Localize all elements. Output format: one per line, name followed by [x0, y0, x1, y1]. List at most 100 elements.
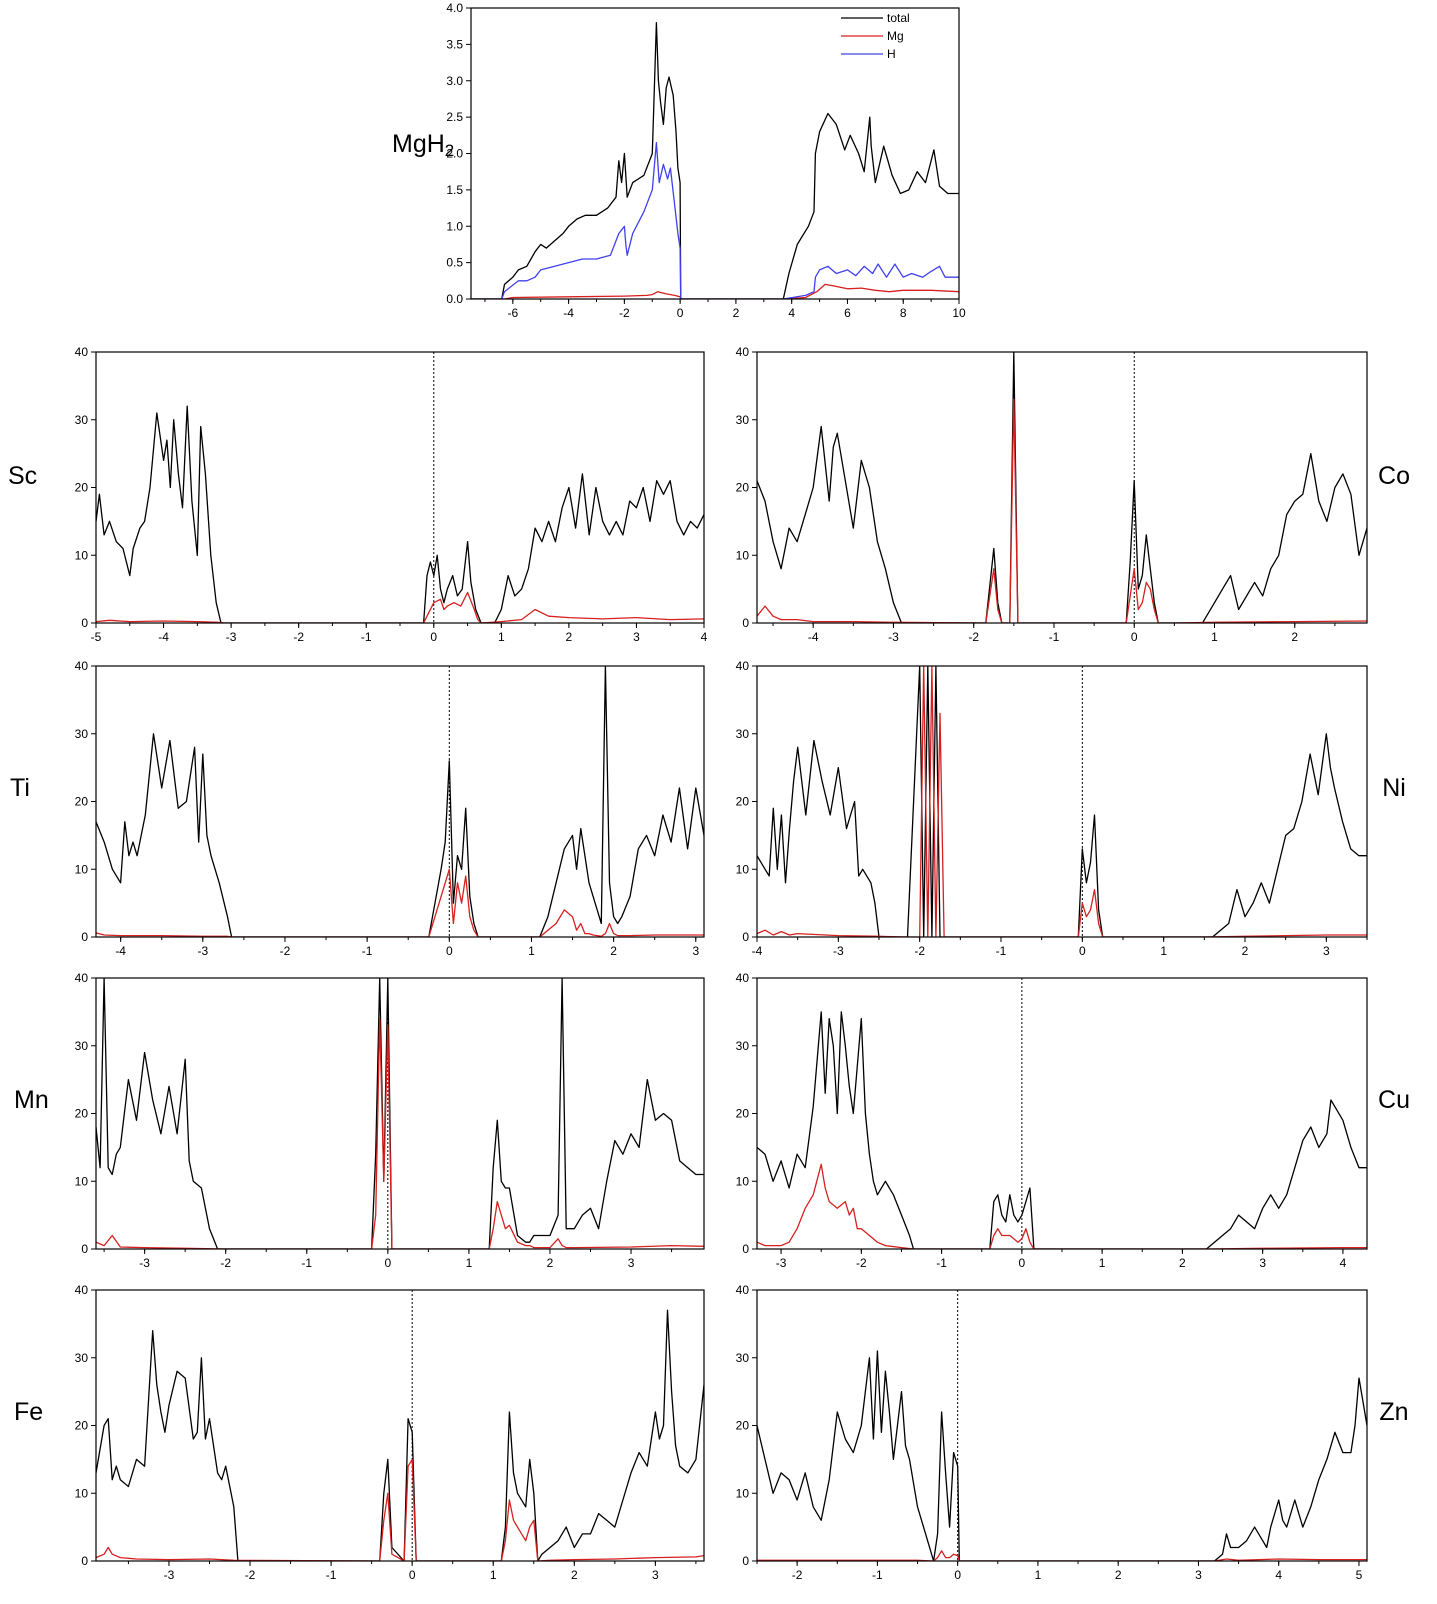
- x-tick-label: 5: [1356, 1568, 1363, 1582]
- x-tick-label: -2: [914, 944, 925, 958]
- axes-frame: [95, 1289, 705, 1562]
- x-tick-label: 3: [633, 630, 640, 644]
- y-tick-label: 20: [75, 795, 89, 809]
- y-tick-label: 0: [742, 1242, 749, 1256]
- panel-label: Ti: [10, 774, 30, 802]
- x-tick-label: -3: [888, 630, 899, 644]
- series-line-mg: [96, 591, 704, 623]
- x-tick-label: -4: [158, 630, 169, 644]
- x-tick-label: 3: [652, 1568, 659, 1582]
- panel-label: Cu: [1378, 1086, 1410, 1114]
- x-tick-label: -4: [808, 630, 819, 644]
- y-tick-label: 10: [736, 1174, 750, 1188]
- x-tick-label: 0: [430, 630, 437, 644]
- series-line-mg: [757, 1163, 1367, 1249]
- x-tick-label: -4: [752, 944, 763, 958]
- x-tick-label: -1: [362, 944, 373, 958]
- y-tick-label: 30: [736, 1351, 750, 1365]
- x-tick-label: -1: [996, 944, 1007, 958]
- y-tick-label: 30: [736, 727, 750, 741]
- x-tick-label: 3: [1323, 944, 1330, 958]
- x-tick-label: -1: [872, 1568, 883, 1582]
- y-tick-label: 10: [736, 1486, 750, 1500]
- x-tick-label: 4: [1275, 1568, 1282, 1582]
- x-tick-label: 0: [1131, 630, 1138, 644]
- x-tick-label: 0: [409, 1568, 416, 1582]
- y-tick-label: 40: [736, 971, 750, 985]
- x-tick-label: -3: [226, 630, 237, 644]
- x-tick-label: 1: [1160, 944, 1167, 958]
- y-tick-label: 2.5: [446, 110, 463, 124]
- x-tick-label: 3: [628, 1256, 635, 1270]
- panel-label: Mn: [14, 1086, 49, 1114]
- x-tick-label: 0: [446, 944, 453, 958]
- y-tick-label: 0.0: [446, 292, 463, 306]
- x-tick-label: -3: [776, 1256, 787, 1270]
- x-tick-label: 0: [1019, 1256, 1026, 1270]
- y-tick-label: 40: [75, 345, 89, 359]
- y-tick-label: 30: [736, 1039, 750, 1053]
- series-line-h: [471, 141, 959, 299]
- x-tick-label: 1: [1035, 1568, 1042, 1582]
- series-line-mg: [757, 1550, 1367, 1561]
- panel-label: MgH2: [392, 130, 454, 160]
- x-tick-label: 2: [547, 1256, 554, 1270]
- y-tick-label: 10: [75, 862, 89, 876]
- x-tick-label: -2: [220, 1256, 231, 1270]
- x-tick-label: -3: [197, 944, 208, 958]
- x-tick-label: 1: [466, 1256, 473, 1270]
- legend: total Mg H: [841, 11, 910, 61]
- y-tick-label: 3.0: [446, 74, 463, 88]
- y-tick-label: 10: [736, 862, 750, 876]
- y-tick-label: 30: [736, 413, 750, 427]
- x-tick-label: -2: [280, 944, 291, 958]
- x-tick-label: 0: [1079, 944, 1086, 958]
- axes-frame: [95, 665, 705, 938]
- x-tick-label: 1: [1099, 1256, 1106, 1270]
- series-line-total: [96, 978, 704, 1249]
- y-tick-label: 0.5: [446, 256, 463, 270]
- y-tick-label: 20: [75, 1419, 89, 1433]
- legend-label-total: total: [887, 11, 910, 25]
- x-tick-label: -1: [361, 630, 372, 644]
- y-tick-label: 20: [75, 481, 89, 495]
- y-tick-label: 20: [736, 795, 750, 809]
- x-tick-label: 10: [952, 306, 966, 320]
- x-tick-label: 0: [954, 1568, 961, 1582]
- y-tick-label: 2.0: [446, 147, 463, 161]
- x-tick-label: -2: [856, 1256, 867, 1270]
- x-tick-label: -5: [91, 630, 102, 644]
- x-tick-label: -1: [936, 1256, 947, 1270]
- axes-frame: [756, 665, 1368, 938]
- series-line-mg: [471, 283, 959, 299]
- x-tick-label: -2: [792, 1568, 803, 1582]
- panel-label: Fe: [14, 1398, 43, 1426]
- x-tick-label: -1: [1049, 630, 1060, 644]
- y-tick-label: 40: [75, 971, 89, 985]
- panel-zn: -2 -1 0 1 2 3 4 5 0 10 20 30 40 Zn: [736, 1283, 1409, 1582]
- x-tick-label: -1: [301, 1256, 312, 1270]
- x-tick-label: 3: [1195, 1568, 1202, 1582]
- y-tick-label: 20: [736, 481, 750, 495]
- y-tick-label: 0: [742, 616, 749, 630]
- panel-label: Sc: [8, 462, 37, 490]
- x-tick-label: 2: [1179, 1256, 1186, 1270]
- y-tick-label: 30: [75, 727, 89, 741]
- y-tick-label: 40: [736, 345, 750, 359]
- axes-frame: [756, 1289, 1368, 1562]
- y-tick-label: 4.0: [446, 1, 463, 15]
- y-tick-label: 1.0: [446, 219, 463, 233]
- x-tick-label: -2: [619, 306, 630, 320]
- panel-label: Zn: [1379, 1398, 1408, 1426]
- x-tick-label: 0: [677, 306, 684, 320]
- series-line-total: [96, 666, 704, 937]
- series-line-total: [757, 352, 1367, 623]
- x-tick-label: 1: [498, 630, 505, 644]
- x-tick-label: 2: [566, 630, 573, 644]
- y-tick-label: 3.5: [446, 37, 463, 51]
- legend-label-mg: Mg: [887, 29, 904, 43]
